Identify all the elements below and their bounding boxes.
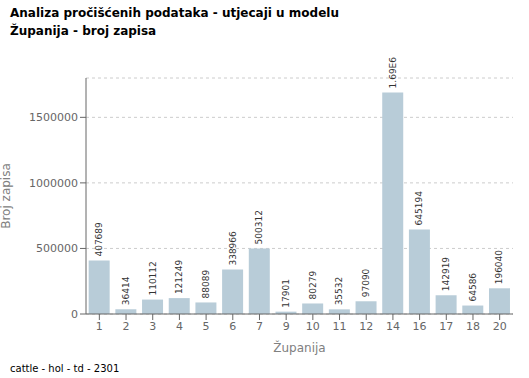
svg-text:4: 4 <box>176 320 183 333</box>
svg-text:18: 18 <box>466 320 480 333</box>
svg-text:16: 16 <box>413 320 427 333</box>
svg-text:9: 9 <box>283 320 290 333</box>
svg-text:20: 20 <box>493 320 507 333</box>
svg-text:0: 0 <box>71 308 78 321</box>
svg-text:407689: 407689 <box>94 222 104 257</box>
svg-text:12: 12 <box>359 320 373 333</box>
svg-text:7: 7 <box>256 320 263 333</box>
svg-text:1: 1 <box>96 320 103 333</box>
html-text:Analiza pročišćenih podataka -: Analiza pročišćenih podataka - utjecaji … <box>10 6 339 20</box>
svg-text:1500000: 1500000 <box>29 111 78 124</box>
svg-text:5: 5 <box>203 320 210 333</box>
svg-text:35532: 35532 <box>334 277 344 306</box>
svg-text:142919: 142919 <box>441 257 451 292</box>
svg-text:64586: 64586 <box>468 273 478 302</box>
svg-text:97090: 97090 <box>361 268 371 297</box>
svg-text:17901: 17901 <box>281 279 291 308</box>
svg-text:36414: 36414 <box>121 276 131 305</box>
svg-text:Broj zapisa: Broj zapisa <box>8 163 13 229</box>
svg-text:500000: 500000 <box>36 242 78 255</box>
svg-text:80279: 80279 <box>308 271 318 300</box>
svg-text:500312: 500312 <box>254 210 264 244</box>
svg-text:10: 10 <box>306 320 320 333</box>
svg-text:196040: 196040 <box>494 250 504 285</box>
svg-text:6: 6 <box>229 320 236 333</box>
svg-text:110112: 110112 <box>148 261 158 295</box>
svg-text:2: 2 <box>123 320 130 333</box>
svg-text:645194: 645194 <box>414 191 424 226</box>
html-text:Županija - broj zapisa: Županija - broj zapisa <box>10 24 157 38</box>
svg-text:121249: 121249 <box>174 259 184 294</box>
html-text:cattle - hol - td - 2301: cattle - hol - td - 2301 <box>10 363 120 374</box>
svg-text:88089: 88089 <box>201 270 211 299</box>
svg-text:14: 14 <box>386 320 400 333</box>
svg-text:11: 11 <box>333 320 347 333</box>
svg-text:3: 3 <box>149 320 156 333</box>
svg-text:1000000: 1000000 <box>29 177 78 190</box>
svg-text:1.69E6: 1.69E6 <box>388 57 398 89</box>
svg-text:338966: 338966 <box>228 231 238 266</box>
svg-text:17: 17 <box>439 320 453 333</box>
svg-text:Županija: Županija <box>273 340 325 355</box>
